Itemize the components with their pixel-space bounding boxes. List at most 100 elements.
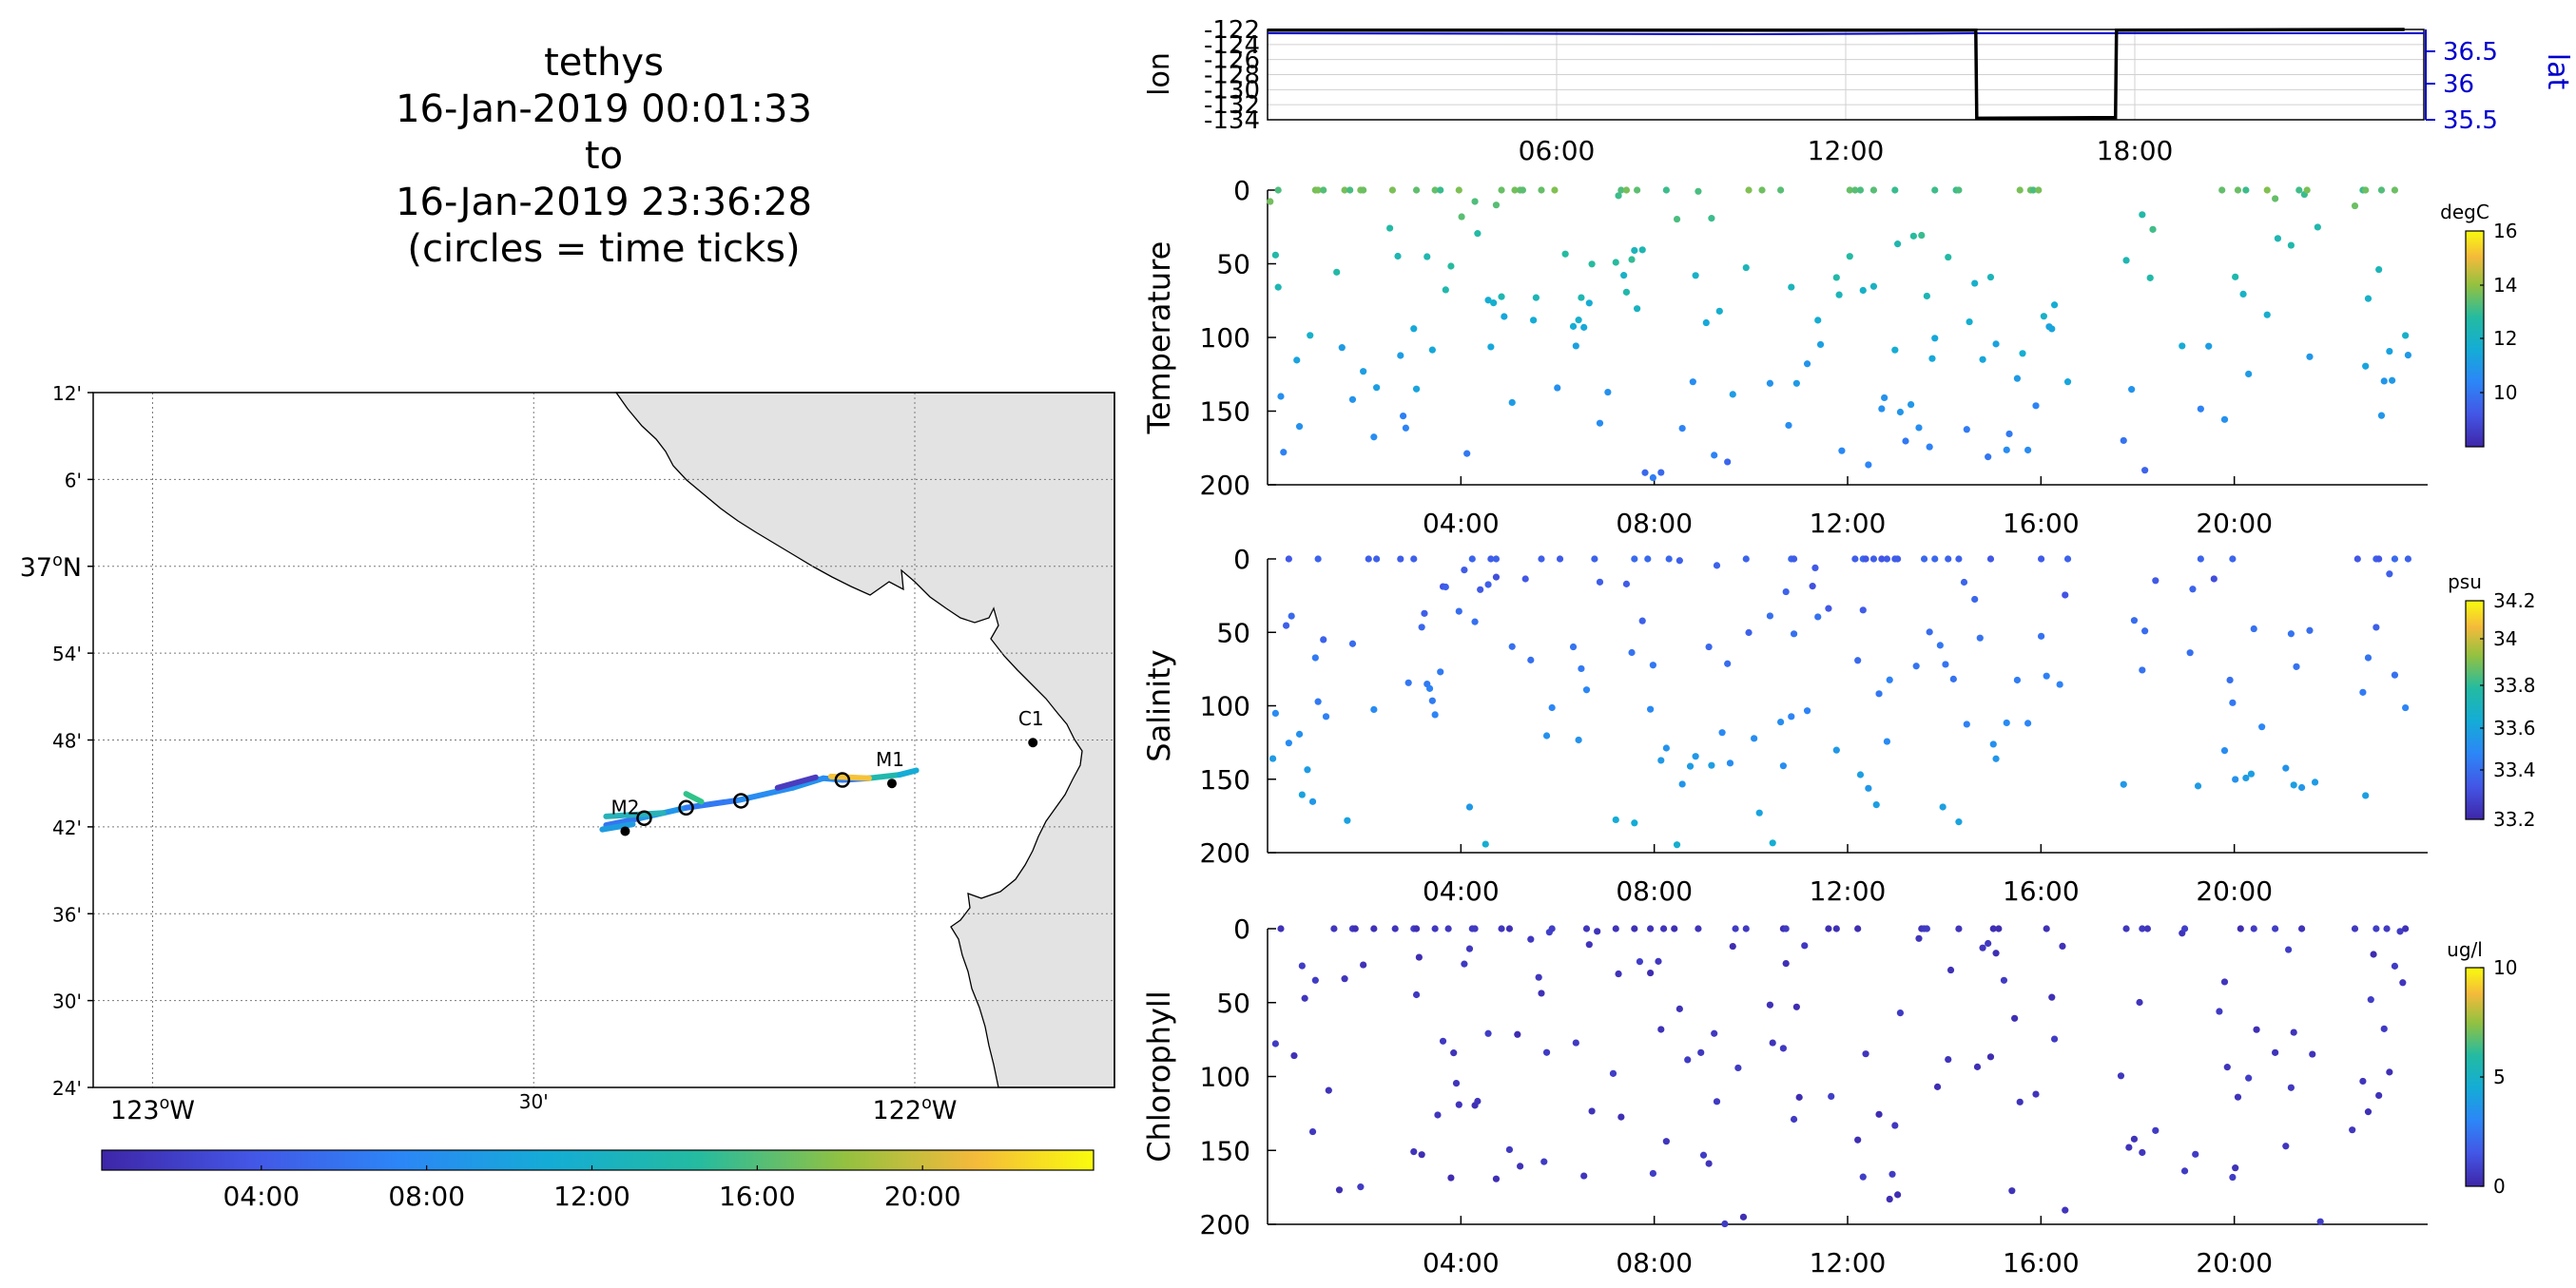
temperature-scatter-point bbox=[1551, 186, 1559, 194]
chlorophyll-scatter-point bbox=[1973, 1063, 1982, 1070]
chlorophyll-scatter-point bbox=[2011, 1014, 2019, 1022]
chlorophyll-scatter-point bbox=[2282, 1143, 2290, 1150]
salinity-scatter-point bbox=[1665, 555, 1673, 563]
salinity-scatter-point bbox=[1926, 628, 1933, 636]
map-track-segment bbox=[603, 815, 644, 829]
chlorophyll-scatter-point bbox=[1684, 1056, 1692, 1064]
salinity-colorbar-tick-label: 33.6 bbox=[2493, 717, 2536, 740]
map-mooring-point bbox=[1028, 738, 1038, 748]
temperature-scatter-point bbox=[2005, 430, 2013, 438]
chlorophyll-scatter-point bbox=[2349, 1126, 2356, 1134]
chlorophyll-scatter-point bbox=[1647, 969, 1655, 977]
chlorophyll-xtick-label: 12:00 bbox=[1810, 1247, 1887, 1278]
salinity-scatter-point bbox=[1410, 555, 1418, 563]
chlorophyll-scatter-point bbox=[1790, 1115, 1798, 1124]
salinity-scatter-point bbox=[1814, 613, 1822, 621]
chlorophyll-colorbar-label: ug/l bbox=[2447, 938, 2483, 961]
salinity-scatter-point bbox=[1936, 642, 1944, 649]
salinity-scatter-point bbox=[1992, 755, 2000, 762]
chlorophyll-scatter-points bbox=[1271, 925, 2410, 1228]
map-lon-tick-label: 123oW bbox=[110, 1094, 195, 1125]
temperature-scatter-point bbox=[1907, 400, 1915, 409]
salinity-scatter-point bbox=[1477, 586, 1484, 593]
salinity-scatter-point bbox=[1766, 612, 1774, 620]
chlorophyll-scatter-point bbox=[2059, 942, 2066, 951]
salinity-scatter-point bbox=[1344, 817, 1351, 824]
lat-ytick-label: 36 bbox=[2443, 70, 2474, 99]
salinity-scatter-point bbox=[1556, 555, 1564, 563]
temperature-scatter-point bbox=[2391, 186, 2399, 194]
salinity-scatter-point bbox=[1631, 555, 1638, 563]
chlorophyll-scatter-point bbox=[2297, 925, 2306, 932]
chlorophyll-scatter-point bbox=[1779, 1045, 1787, 1052]
chlorophyll-scatter-point bbox=[1330, 925, 1338, 932]
salinity-scatter-point bbox=[2056, 681, 2063, 688]
map-track-segment bbox=[865, 772, 902, 781]
salinity-scatter-point bbox=[1628, 648, 1636, 657]
salinity-scatter-point bbox=[1726, 759, 1734, 767]
salinity-scatter-point bbox=[1548, 703, 1556, 712]
salinity-scatter-point bbox=[1304, 766, 1311, 774]
temperature-scatter-point bbox=[1617, 186, 1625, 194]
salinity-scatter-point bbox=[1282, 622, 1290, 629]
chlorophyll-scatter-point bbox=[1732, 925, 1739, 932]
temperature-scatter-point bbox=[1891, 346, 1899, 354]
temperature-scatter-point bbox=[1386, 224, 1394, 232]
salinity-scatter-point bbox=[1963, 721, 1970, 728]
salinity-scatter-point bbox=[1986, 555, 1995, 563]
chlorophyll-scatter-point bbox=[1439, 1037, 1447, 1045]
temperature-scatter-point bbox=[1394, 252, 1402, 260]
salinity-scatter-point bbox=[1782, 587, 1790, 596]
salinity-scatter-point bbox=[1769, 839, 1776, 847]
chlorophyll-scatter-point bbox=[2396, 928, 2404, 935]
salinity-scatter-point bbox=[1612, 816, 1619, 824]
chlorophyll-scatter-point bbox=[2399, 979, 2407, 987]
chlorophyll-scatter-point bbox=[1450, 1049, 1458, 1057]
temperature-scatter-point bbox=[1909, 232, 1917, 240]
temperature-scatter-point bbox=[2032, 402, 2040, 410]
salinity-scatter-point bbox=[1713, 562, 1721, 569]
chlorophyll-scatter-point bbox=[1915, 934, 1923, 942]
temperature-scatter-point bbox=[2377, 412, 2386, 419]
map-lat-tick-label: 54' bbox=[52, 643, 82, 665]
chlorophyll-scatter-point bbox=[1412, 925, 1421, 932]
salinity-scatter-point bbox=[1271, 709, 1279, 718]
temperature-scatter-point bbox=[1881, 394, 1888, 402]
salinity-ytick-label: 100 bbox=[1200, 691, 1250, 722]
map-lat-tick-label: 37oN bbox=[20, 551, 82, 583]
temperature-scatter-point bbox=[1519, 186, 1526, 194]
salinity-scatter-point bbox=[1705, 643, 1713, 651]
salinity-scatter-point bbox=[1365, 555, 1372, 563]
chlorophyll-scatter-point bbox=[2032, 1090, 2040, 1098]
salinity-scatter-point bbox=[1455, 607, 1462, 615]
chlorophyll-scatter-point bbox=[1580, 1172, 1588, 1180]
chlorophyll-scatter-point bbox=[2380, 1025, 2388, 1032]
lon-ytick-label: -134 bbox=[1204, 106, 1260, 135]
temperature-scatter-point bbox=[1575, 317, 1582, 324]
salinity-scatter-point bbox=[2362, 792, 2370, 799]
chlorophyll-scatter-point bbox=[1989, 925, 1997, 932]
chlorophyll-scatter-point bbox=[2139, 925, 2146, 932]
temperature-scatter-point bbox=[1274, 186, 1282, 194]
temperature-scatter-point bbox=[1447, 262, 1455, 270]
temperature-scatter-point bbox=[1846, 253, 1853, 260]
chlorophyll-scatter-point bbox=[1492, 1175, 1501, 1182]
chlorophyll-colorbar-tick-label: 5 bbox=[2493, 1066, 2506, 1088]
temperature-scatter-point bbox=[1561, 250, 1569, 258]
chlorophyll-scatter-point bbox=[1695, 925, 1702, 932]
salinity-scatter-point bbox=[1854, 657, 1862, 664]
chlorophyll-scatter-point bbox=[1825, 925, 1832, 932]
lat-ylabel: lat bbox=[2541, 53, 2574, 90]
temperature-xtick-label: 04:00 bbox=[1423, 508, 1500, 539]
salinity-scatter-point bbox=[1431, 711, 1439, 719]
chlorophyll-ytick-label: 50 bbox=[1216, 988, 1250, 1019]
salinity-scatter-point bbox=[2003, 719, 2010, 727]
map-mooring-label: M1 bbox=[876, 748, 904, 771]
chlorophyll-scatter-point bbox=[2364, 1108, 2373, 1116]
chlorophyll-scatter-point bbox=[2245, 1074, 2253, 1082]
temperature-scatter-point bbox=[1628, 256, 1636, 263]
temperature-scatter-point bbox=[1724, 458, 1732, 466]
chlorophyll-scatter-point bbox=[1609, 1069, 1617, 1077]
temperature-scatter-point bbox=[1484, 297, 1492, 304]
map-track-segment bbox=[774, 774, 819, 791]
